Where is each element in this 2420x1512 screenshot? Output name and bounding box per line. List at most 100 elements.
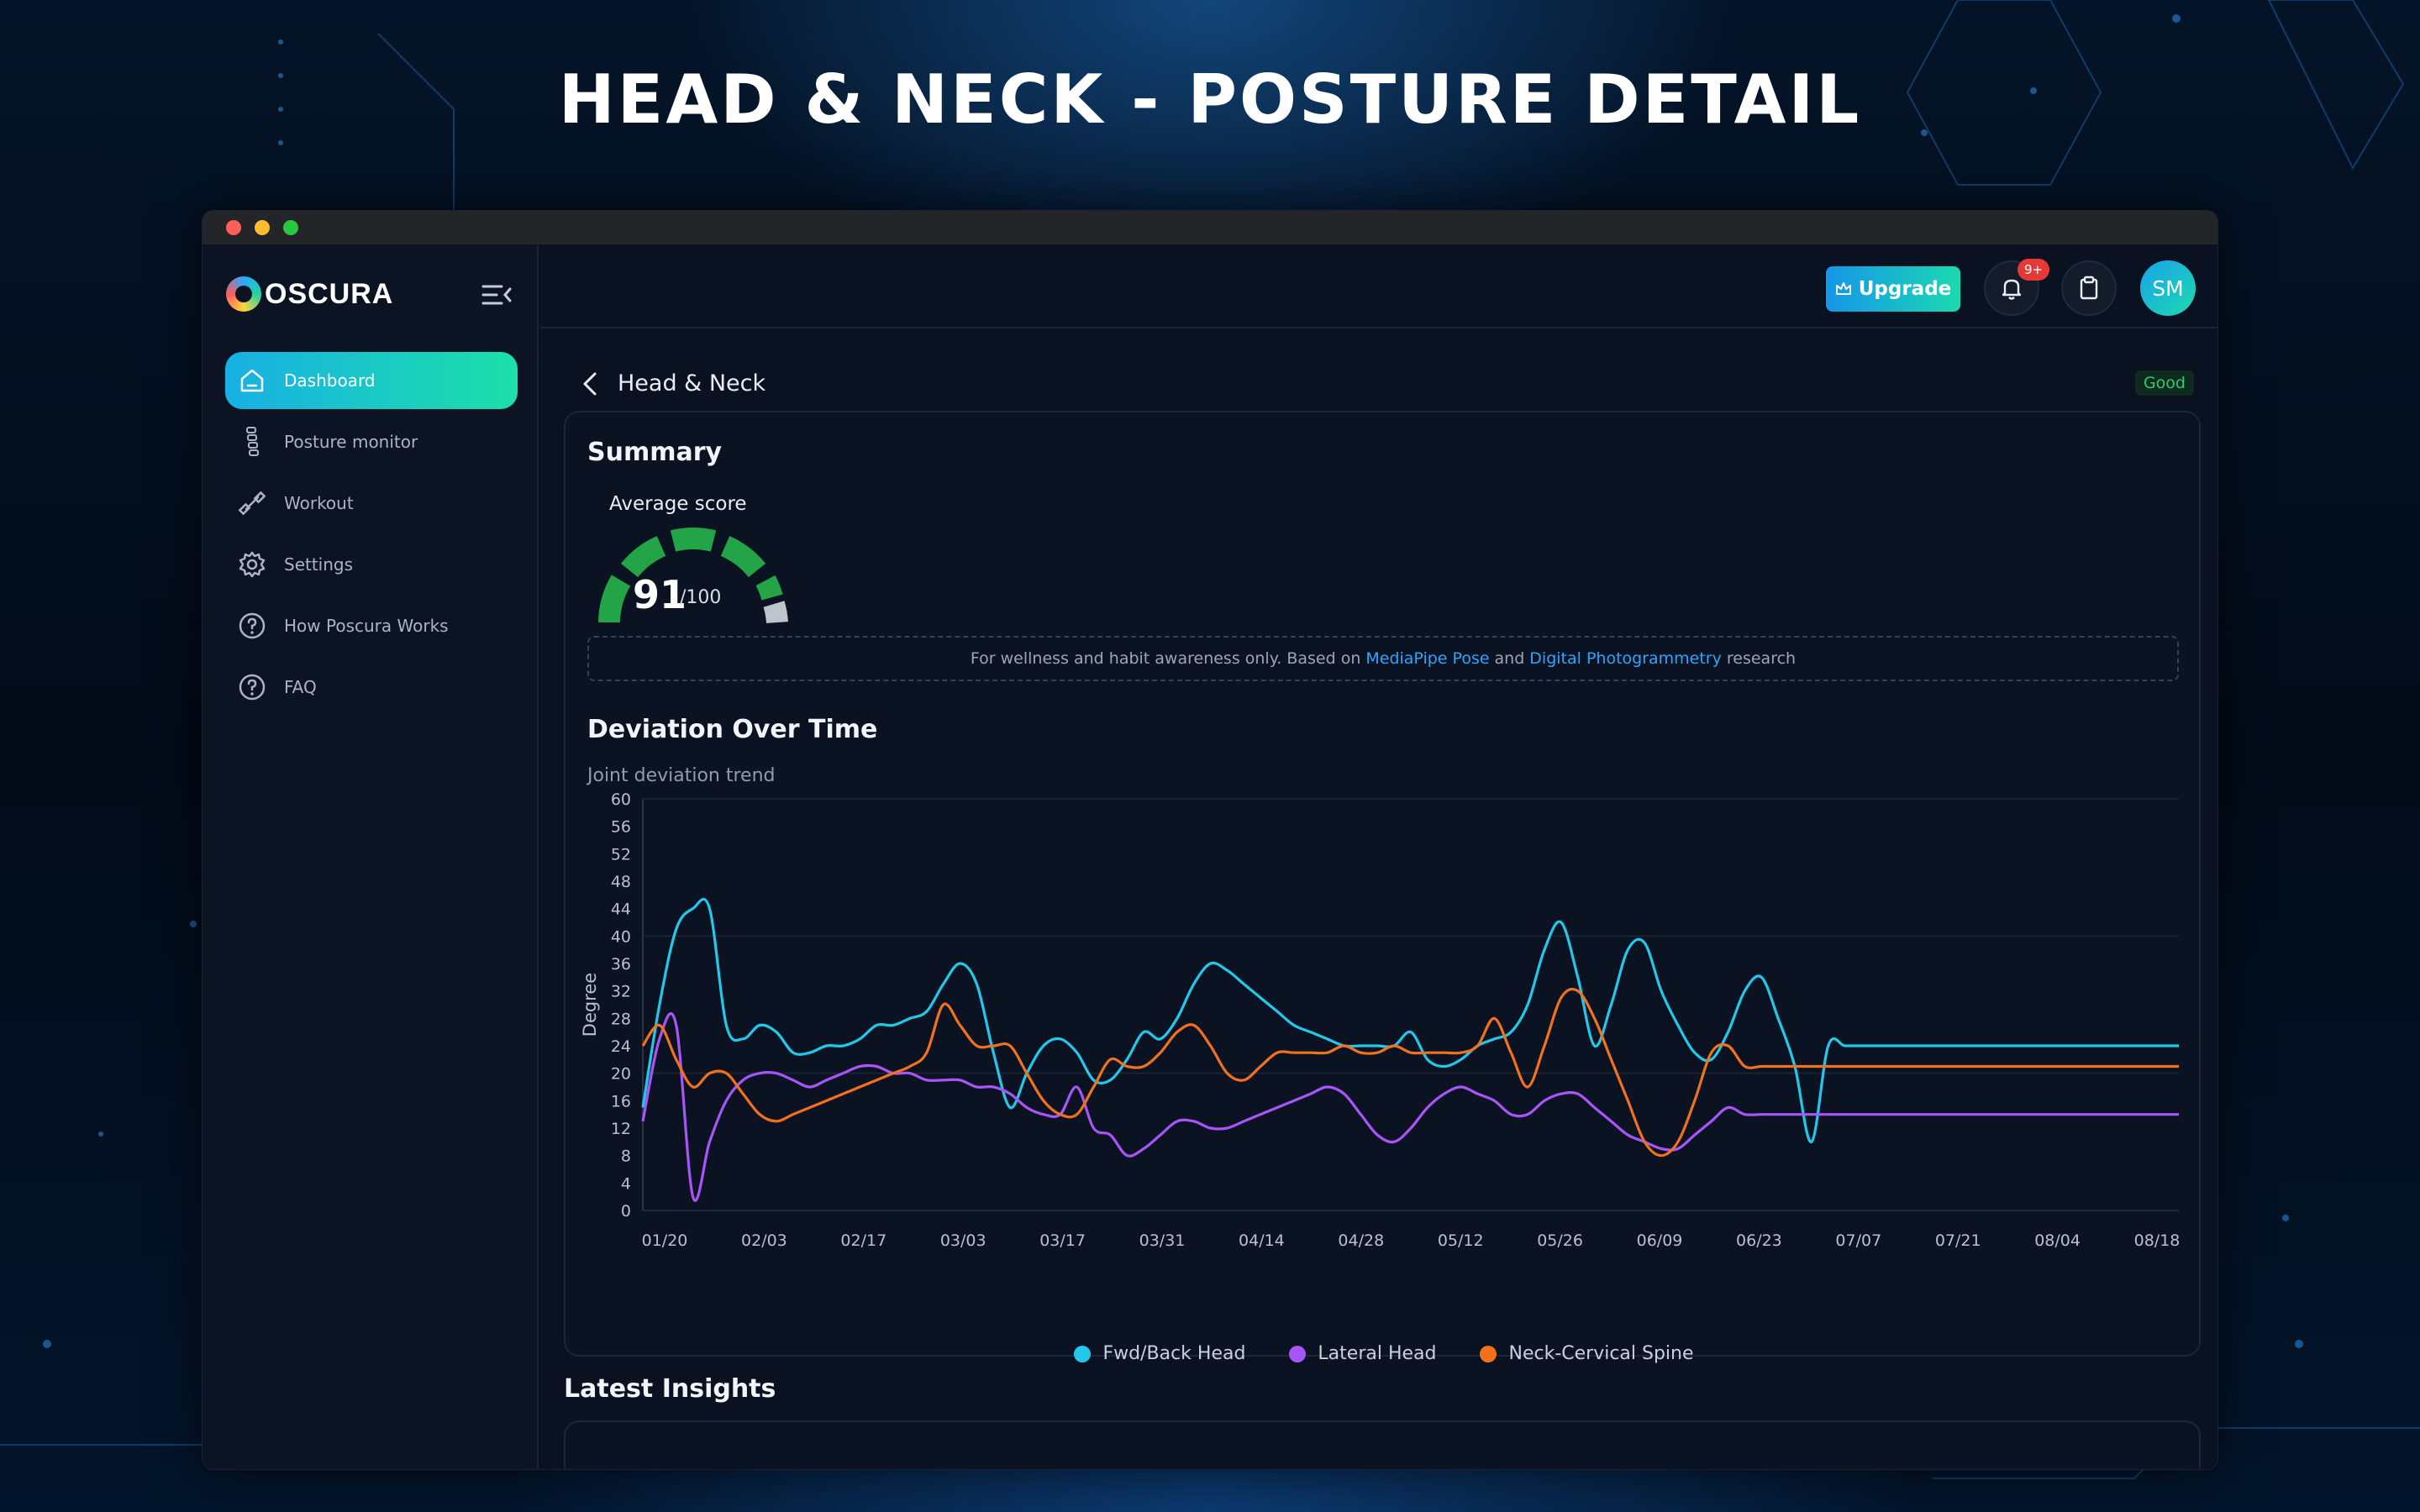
legend-swatch bbox=[1480, 1345, 1497, 1362]
top-bar: Upgrade 9+ SM bbox=[540, 244, 2217, 328]
app-window: OSCURA Dashboard Posture monit bbox=[202, 210, 2218, 1470]
series-line-lateral-head bbox=[641, 1012, 2179, 1202]
help-circle-icon bbox=[237, 611, 267, 641]
sidebar-item-settings[interactable]: Settings bbox=[225, 536, 518, 593]
score-max: /100 bbox=[680, 587, 722, 608]
sidebar-item-label: Workout bbox=[284, 493, 354, 513]
clipboard-button[interactable] bbox=[2061, 260, 2117, 316]
y-tick-label: 24 bbox=[611, 1037, 631, 1056]
y-tick-label: 4 bbox=[621, 1174, 631, 1193]
dumbbell-icon bbox=[237, 488, 267, 518]
disclaimer-prefix: For wellness and habit awareness only. B… bbox=[970, 649, 1361, 668]
y-tick-label: 40 bbox=[611, 927, 631, 946]
y-tick-label: 8 bbox=[621, 1147, 631, 1166]
y-tick-label: 36 bbox=[611, 955, 631, 974]
help-circle-icon bbox=[237, 672, 267, 702]
legend-item[interactable]: Lateral Head bbox=[1289, 1343, 1436, 1364]
average-score-label: Average score bbox=[609, 493, 747, 515]
disclaimer-and: and bbox=[1494, 649, 1525, 668]
page-header: Head & Neck bbox=[581, 370, 765, 396]
legend-item[interactable]: Neck-Cervical Spine bbox=[1480, 1343, 1694, 1364]
sidebar-item-label: Posture monitor bbox=[284, 432, 418, 452]
legend-item[interactable]: Fwd/Back Head bbox=[1074, 1343, 1245, 1364]
sidebar-item-label: Settings bbox=[284, 554, 354, 575]
legend-swatch bbox=[1289, 1345, 1307, 1362]
collapse-sidebar-button[interactable] bbox=[480, 281, 513, 308]
notifications-button[interactable]: 9+ bbox=[1984, 259, 2049, 316]
x-tick-label: 05/12 bbox=[1438, 1231, 1484, 1250]
close-window-button[interactable] bbox=[226, 220, 241, 235]
bell-icon bbox=[2002, 279, 2022, 300]
legend-label: Neck-Cervical Spine bbox=[1508, 1343, 1694, 1364]
x-tick-label: 05/26 bbox=[1537, 1231, 1583, 1250]
brand-name: OSCURA bbox=[265, 277, 394, 310]
y-tick-label: 48 bbox=[611, 873, 631, 891]
x-tick-label: 01/20 bbox=[642, 1231, 688, 1250]
digital-photogrammetry-link[interactable]: Digital Photogrammetry bbox=[1529, 649, 1722, 668]
back-arrow-icon[interactable] bbox=[581, 371, 599, 396]
insight-card bbox=[564, 1420, 2201, 1469]
page-title: Head & Neck bbox=[618, 370, 766, 396]
x-tick-label: 03/17 bbox=[1039, 1231, 1086, 1250]
sidebar-item-dashboard[interactable]: Dashboard bbox=[225, 352, 518, 409]
sidebar-item-faq[interactable]: FAQ bbox=[225, 659, 518, 716]
score-value: 91 bbox=[633, 572, 687, 617]
y-axis-label: Degree bbox=[580, 973, 600, 1037]
chart-title: Deviation Over Time bbox=[587, 715, 878, 744]
sidebar-item-how-poscura-works[interactable]: How Poscura Works bbox=[225, 597, 518, 654]
collapse-menu-icon bbox=[481, 285, 512, 305]
x-tick-label: 07/07 bbox=[1835, 1231, 1881, 1250]
clipboard-icon bbox=[2080, 276, 2098, 300]
latest-insights-title: Latest Insights bbox=[564, 1374, 776, 1404]
y-tick-label: 12 bbox=[611, 1120, 631, 1138]
disclaimer-suffix: research bbox=[1726, 649, 1797, 668]
x-tick-label: 06/09 bbox=[1637, 1231, 1683, 1250]
summary-card: Summary Average score 91 /100 For wellne… bbox=[564, 411, 2201, 1364]
x-tick-label: 03/03 bbox=[940, 1231, 986, 1250]
sidebar-nav: Dashboard Posture monitor Workout Settin… bbox=[225, 352, 518, 720]
y-tick-label: 44 bbox=[611, 900, 631, 919]
sidebar-item-label: How Poscura Works bbox=[284, 616, 449, 636]
summary-title: Summary bbox=[587, 438, 723, 467]
upgrade-button[interactable]: Upgrade bbox=[1826, 266, 1960, 312]
score-gauge bbox=[598, 528, 788, 624]
y-tick-label: 32 bbox=[611, 983, 631, 1001]
x-tick-label: 03/31 bbox=[1139, 1231, 1186, 1250]
x-tick-label: 02/03 bbox=[741, 1231, 787, 1250]
y-tick-label: 16 bbox=[611, 1092, 631, 1110]
sidebar-item-label: FAQ bbox=[284, 677, 317, 697]
mediapipe-pose-link[interactable]: MediaPipe Pose bbox=[1365, 649, 1490, 668]
status-badge: Good bbox=[2134, 370, 2194, 396]
brand-logo-icon bbox=[226, 276, 261, 312]
poster-title: HEAD & NECK - POSTURE DETAIL bbox=[558, 60, 1862, 139]
y-tick-label: 56 bbox=[611, 818, 631, 837]
legend-label: Lateral Head bbox=[1318, 1343, 1437, 1364]
sidebar-item-workout[interactable]: Workout bbox=[225, 475, 518, 532]
maximize-window-button[interactable] bbox=[283, 220, 298, 235]
x-tick-label: 08/18 bbox=[2134, 1231, 2181, 1250]
gear-icon bbox=[237, 549, 267, 580]
sidebar: OSCURA Dashboard Posture monit bbox=[203, 244, 539, 1469]
deviation-line-chart: 04812162024283236404448525660Degree01/20… bbox=[580, 790, 2181, 1250]
sidebar-item-label: Dashboard bbox=[284, 370, 376, 391]
y-tick-label: 60 bbox=[611, 790, 631, 809]
y-tick-label: 20 bbox=[611, 1065, 631, 1084]
series-line-fwd-back-head bbox=[641, 897, 2179, 1143]
minimize-window-button[interactable] bbox=[255, 220, 270, 235]
series-line-neck-cervical-spine bbox=[641, 987, 2179, 1158]
notification-badge: 9+ bbox=[2018, 259, 2049, 281]
legend-label: Fwd/Back Head bbox=[1102, 1343, 1246, 1364]
avatar[interactable]: SM bbox=[2140, 260, 2196, 316]
crown-icon bbox=[1835, 282, 1851, 295]
chart-subtitle: Joint deviation trend bbox=[587, 765, 776, 786]
sidebar-item-posture-monitor[interactable]: Posture monitor bbox=[225, 413, 518, 470]
x-tick-label: 04/14 bbox=[1239, 1231, 1285, 1250]
brand[interactable]: OSCURA bbox=[226, 276, 393, 312]
window-titlebar bbox=[203, 211, 2217, 244]
y-tick-label: 28 bbox=[611, 1010, 631, 1028]
y-tick-label: 52 bbox=[611, 845, 631, 864]
x-tick-label: 08/04 bbox=[2034, 1231, 2081, 1250]
x-tick-label: 07/21 bbox=[1935, 1231, 1981, 1250]
legend-swatch bbox=[1074, 1345, 1092, 1362]
x-tick-label: 04/28 bbox=[1338, 1231, 1384, 1250]
